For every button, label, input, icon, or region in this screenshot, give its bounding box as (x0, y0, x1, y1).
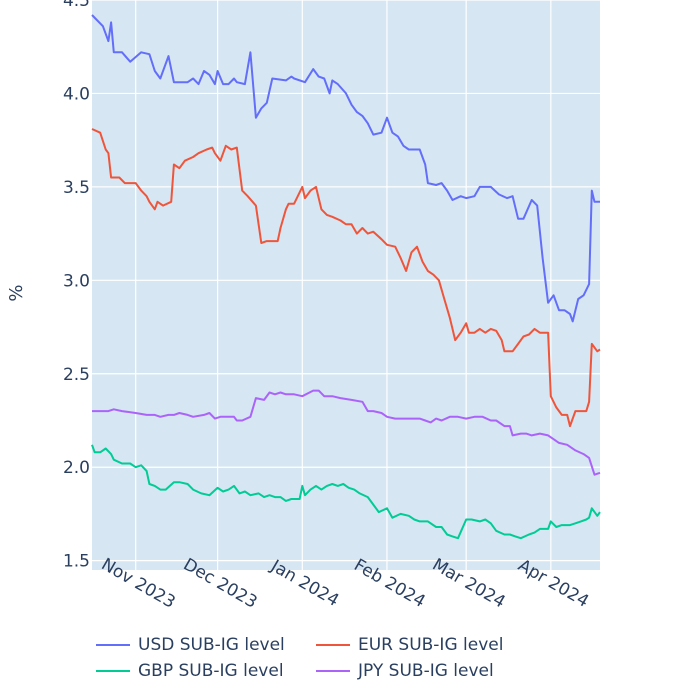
series-lines (91, 14, 601, 540)
legend-item-usd[interactable]: USD SUB-IG level (96, 635, 316, 655)
y-tick-label: 2.5 (63, 365, 90, 385)
y-tick-label: 1.5 (63, 552, 90, 572)
legend-label: GBP SUB-IG level (138, 661, 284, 681)
series-line-jpy (92, 389, 601, 476)
legend-swatch (316, 670, 350, 672)
y-axis-label: % (6, 284, 27, 301)
legend-label: EUR SUB-IG level (358, 635, 504, 655)
legend-swatch (96, 644, 130, 646)
legend-row: GBP SUB-IG level JPY SUB-IG level (96, 658, 616, 684)
y-tick-label: 4.5 (63, 0, 90, 11)
series-line-eur (91, 128, 601, 428)
legend-label: JPY SUB-IG level (358, 661, 494, 681)
legend-label: USD SUB-IG level (138, 635, 285, 655)
y-tick-label: 2.0 (63, 458, 90, 478)
y-tick-label: 4.0 (63, 84, 90, 104)
series-line-usd (91, 14, 600, 323)
y-tick-label: 3.0 (63, 271, 90, 291)
legend-item-gbp[interactable]: GBP SUB-IG level (96, 661, 316, 681)
legend-item-eur[interactable]: EUR SUB-IG level (316, 635, 556, 655)
plot-background (92, 0, 600, 570)
y-axis-ticks: 1.5 2.0 2.5 3.0 3.5 4.0 4.5 (63, 0, 90, 572)
legend: USD SUB-IG level EUR SUB-IG level GBP SU… (96, 632, 616, 684)
y-tick-label: 3.5 (63, 178, 90, 198)
legend-item-jpy[interactable]: JPY SUB-IG level (316, 661, 556, 681)
series-line-gbp (91, 444, 601, 540)
legend-row: USD SUB-IG level EUR SUB-IG level (96, 632, 616, 658)
legend-swatch (96, 670, 130, 672)
legend-swatch (316, 644, 350, 646)
